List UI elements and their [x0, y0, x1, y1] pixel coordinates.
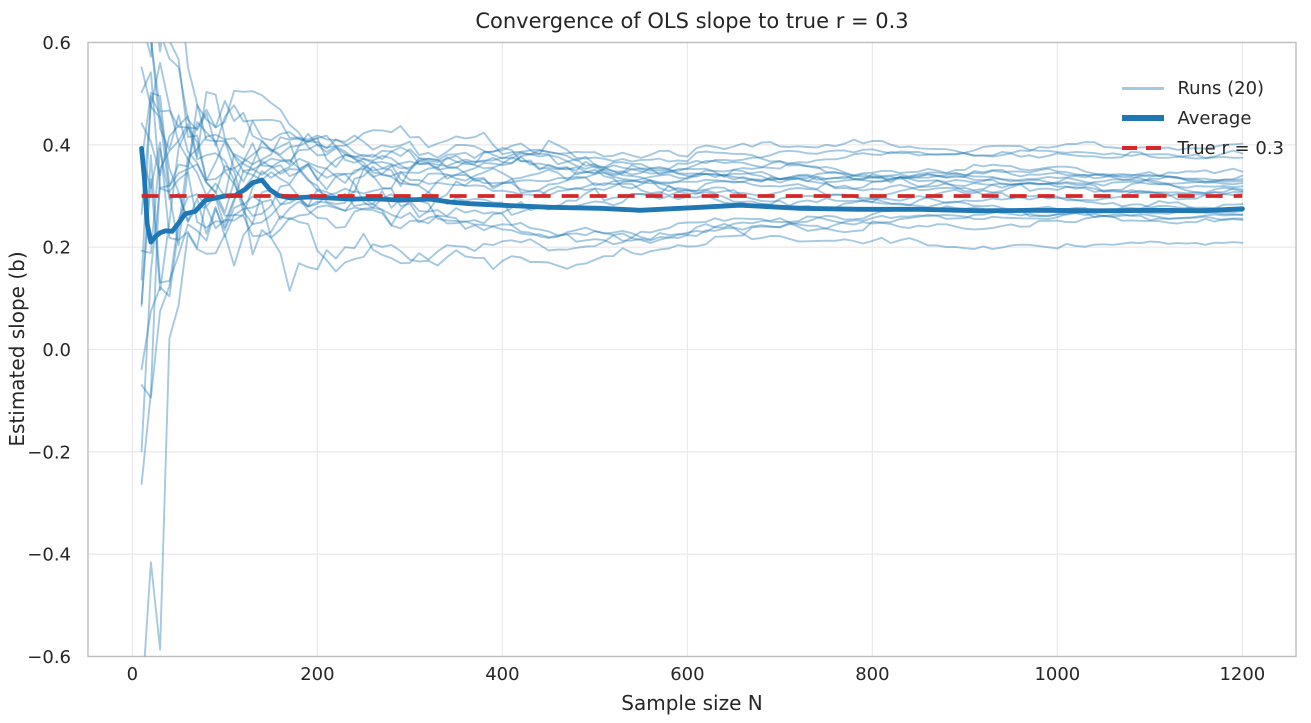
legend-item-runs: Runs (20) — [1122, 73, 1284, 103]
x-tick-label: 0 — [127, 664, 138, 685]
legend: Runs (20) Average True r = 0.3 — [1122, 73, 1284, 163]
run-line — [140, 95, 1244, 281]
run-line — [140, 66, 1244, 251]
run-line — [140, 71, 1244, 229]
chart-title: Convergence of OLS slope to true r = 0.3 — [475, 9, 909, 33]
y-tick-label: 0.0 — [42, 340, 71, 361]
y-tick-label: −0.4 — [27, 545, 71, 566]
legend-item-average: Average — [1122, 103, 1284, 133]
run-line — [150, 42, 1244, 182]
x-tick-label: 1200 — [1219, 664, 1265, 685]
run-line — [140, 123, 1244, 485]
run-line — [162, 42, 1244, 181]
y-tick-label: 0.4 — [42, 135, 71, 156]
legend-label-average: Average — [1177, 107, 1252, 129]
x-axis-label: Sample size N — [621, 691, 763, 715]
x-tick-label: 800 — [855, 664, 889, 685]
y-tick-label: −0.6 — [27, 647, 71, 668]
series-group — [139, 42, 1245, 657]
run-line — [157, 42, 1244, 191]
run-line — [140, 91, 1244, 197]
legend-label-runs: Runs (20) — [1177, 77, 1265, 99]
run-line — [140, 61, 1244, 215]
x-tick-label: 1000 — [1034, 664, 1080, 685]
y-tick-label: 0.2 — [42, 238, 71, 259]
y-tick-label: 0.6 — [42, 33, 71, 54]
run-line — [140, 92, 1244, 207]
plot-border — [87, 41, 1297, 658]
x-tick-label: 600 — [670, 664, 704, 685]
runs-line-swatch-icon — [1122, 86, 1165, 90]
y-tick-label: −0.2 — [27, 442, 71, 463]
y-axis-label: Estimated slope (b) — [5, 251, 29, 447]
run-line — [143, 188, 1244, 657]
legend-item-true-r: True r = 0.3 — [1122, 133, 1284, 163]
run-line — [140, 119, 1244, 371]
x-tick-label: 200 — [300, 664, 334, 685]
run-line — [140, 193, 1244, 399]
average-line-swatch-icon — [1122, 115, 1165, 121]
run-line — [140, 121, 1244, 453]
run-line — [146, 42, 1244, 292]
x-tick-label: 400 — [485, 664, 519, 685]
run-line — [140, 148, 1244, 254]
legend-label-true-r: True r = 0.3 — [1177, 137, 1284, 159]
true-line-swatch-icon — [1122, 145, 1165, 151]
